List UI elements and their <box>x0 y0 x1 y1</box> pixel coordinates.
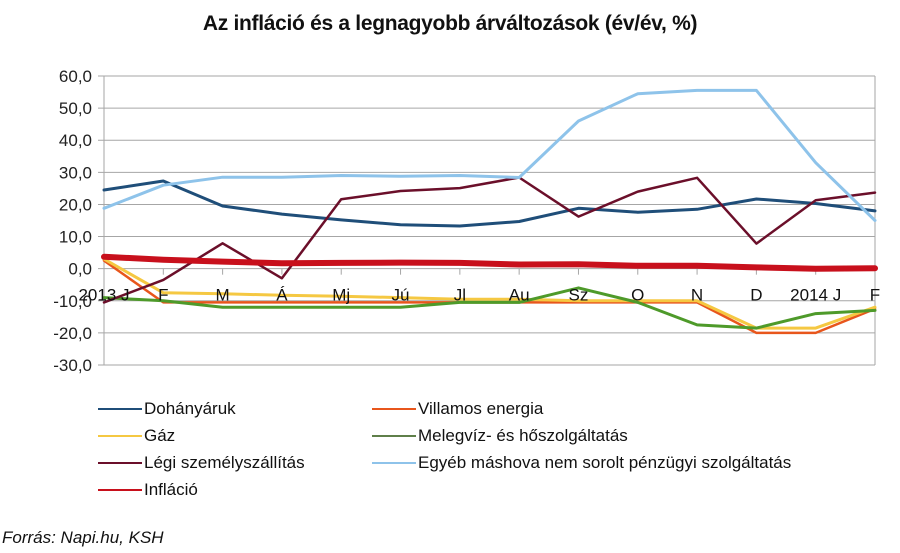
x-tick-label: 2014 J <box>790 286 841 305</box>
series-line-inflacio <box>101 253 878 272</box>
legend-label: Infláció <box>144 480 198 499</box>
legend-swatch <box>98 435 142 437</box>
legend-label: Gáz <box>144 426 176 445</box>
legend-label: Egyéb máshova nem sorolt pénzügyi szolgá… <box>418 453 792 472</box>
y-tick-label: 30,0 <box>59 163 92 182</box>
gridlines <box>98 75 876 366</box>
x-tick-label: Sz <box>569 286 589 305</box>
y-tick-label: -10,0 <box>53 292 92 311</box>
x-tick-label: F <box>870 286 880 305</box>
legend-swatch <box>372 462 416 464</box>
y-tick-label: 40,0 <box>59 131 92 150</box>
x-tick-label: Mj <box>332 286 350 305</box>
x-tick-label: F <box>158 286 168 305</box>
x-tick-label: O <box>631 286 644 305</box>
chart-title: Az infláció és a legnagyobb árváltozások… <box>202 12 698 35</box>
series-line-egyeb-mashova-nem-sorolt-penzugyi-szolgaltatas <box>102 88 877 222</box>
x-axis-labels: 2013 J F M Á Mj Jú Jl Au Sz O N D 2014 J F <box>78 286 880 305</box>
legend-item-gaz: Gáz <box>98 424 175 448</box>
legend-label: Melegvíz- és hőszolgáltatás <box>418 426 628 445</box>
x-tick-label: Jú <box>392 286 410 305</box>
legend-swatch <box>372 408 416 410</box>
legend-swatch <box>98 489 142 491</box>
legend-swatch <box>98 462 142 464</box>
legend-label: Légi személyszállítás <box>144 453 305 472</box>
legend-label: Dohányáruk <box>144 399 236 418</box>
series-line-dohanyaruk <box>102 179 877 228</box>
x-tick-label: 2013 J <box>78 286 129 305</box>
y-tick-label: -30,0 <box>53 356 92 375</box>
line-chart: 60,0 50,0 40,0 30,0 20,0 10,0 0,0 -10,0 -20,0 -30… <box>53 67 880 375</box>
series-lines <box>101 88 878 335</box>
legend-item-inflacio: Infláció <box>98 478 198 502</box>
x-tick-label: Jl <box>454 286 466 305</box>
series-line-melegviz-es-hoszolgaltatas <box>102 286 877 330</box>
y-tick-label: 50,0 <box>59 99 92 118</box>
legend-label: Villamos energia <box>418 399 544 418</box>
series-line-legi-szemelyszallitas <box>102 176 877 304</box>
x-axis <box>103 268 876 275</box>
x-tick-label: Á <box>276 286 288 305</box>
y-tick-label: 20,0 <box>59 195 92 214</box>
y-tick-label: -20,0 <box>53 324 92 343</box>
legend-item-melegviz: Melegvíz- és hőszolgáltatás <box>372 424 628 448</box>
legend-item-egyeb-penzugyi: Egyéb máshova nem sorolt pénzügyi szolgá… <box>372 451 791 475</box>
x-tick-label: D <box>750 286 762 305</box>
legend-item-villamos-energia: Villamos energia <box>372 397 543 421</box>
x-tick-label: M <box>216 286 230 305</box>
y-tick-label: 10,0 <box>59 228 92 247</box>
x-tick-label: N <box>691 286 703 305</box>
source-note: Forrás: Napi.hu, KSH <box>2 528 164 547</box>
series-line-gaz <box>102 257 877 330</box>
x-tick-label: Au <box>509 286 530 305</box>
legend-item-legi-szemelyszallitas: Légi személyszállítás <box>98 451 305 475</box>
legend-item-dohanyaruk: Dohányáruk <box>98 397 236 421</box>
legend-swatch <box>372 435 416 437</box>
legend-swatch <box>98 408 142 410</box>
y-axis-ticks: 60,0 50,0 40,0 30,0 20,0 10,0 0,0 -10,0 -20,0 -30… <box>53 67 92 375</box>
y-tick-label: 60,0 <box>59 67 92 86</box>
y-tick-label: 0,0 <box>68 260 92 279</box>
